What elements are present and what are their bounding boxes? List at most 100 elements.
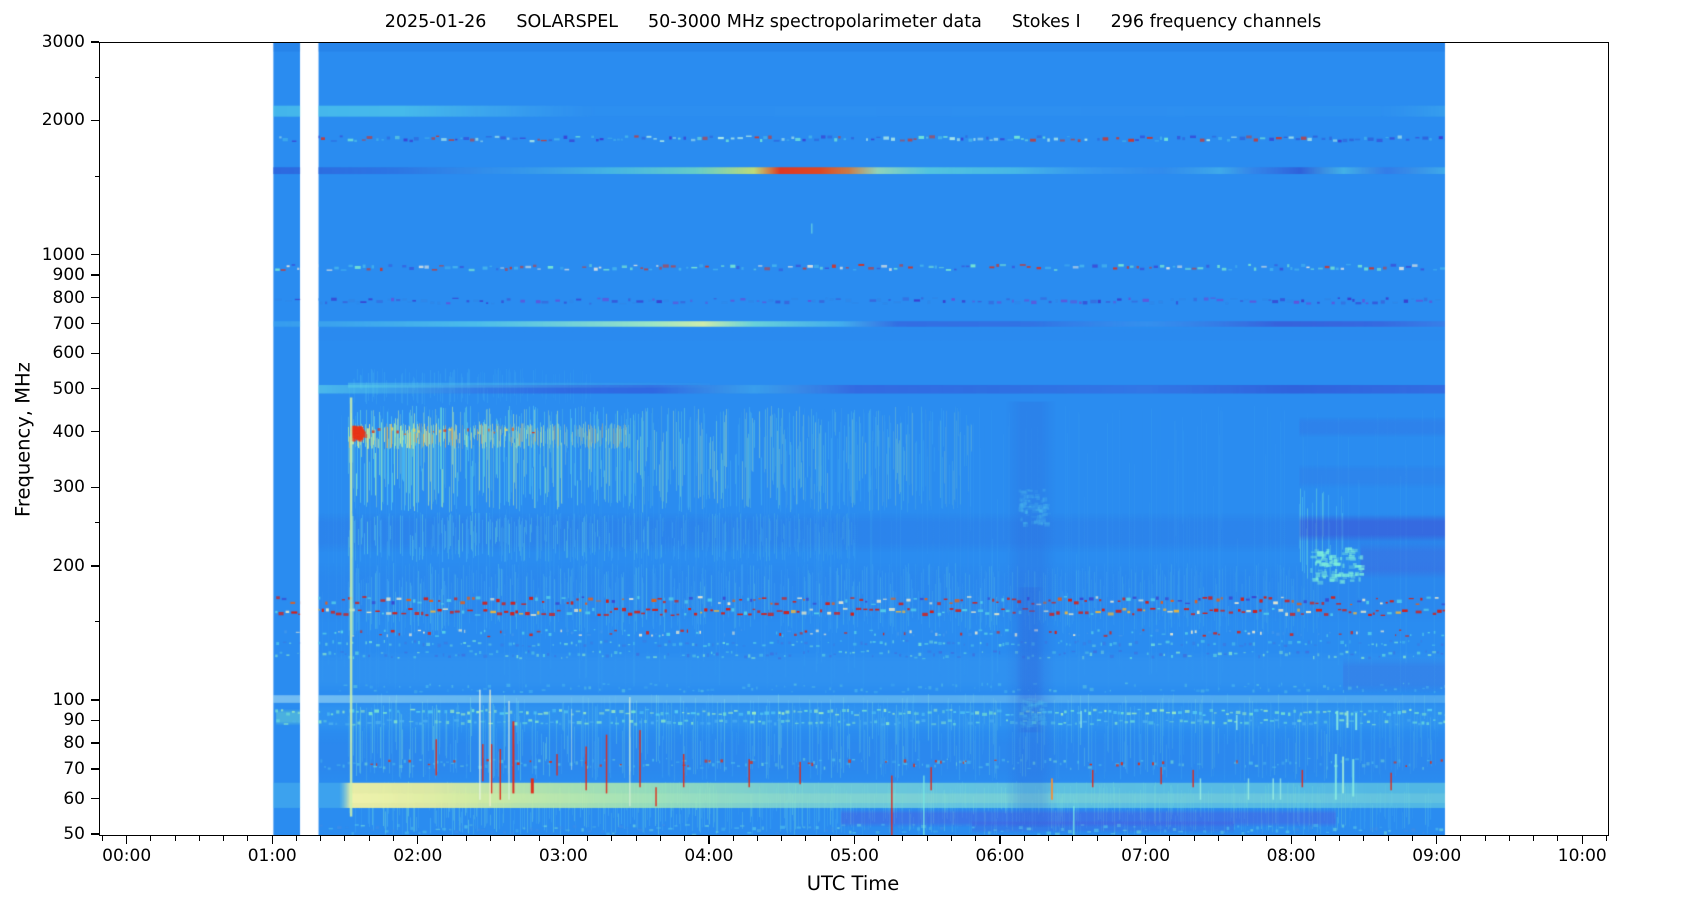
x-minor-tick xyxy=(781,836,783,841)
x-major-tick xyxy=(126,836,128,844)
y-major-tick xyxy=(91,833,99,835)
x-minor-tick xyxy=(490,836,492,841)
y-major-tick xyxy=(91,322,99,325)
y-major-tick xyxy=(91,699,99,701)
y-tick-label: 70 xyxy=(63,758,85,779)
x-minor-tick xyxy=(587,836,589,841)
x-major-tick xyxy=(1581,836,1583,844)
x-minor-tick xyxy=(1314,836,1316,841)
x-minor-tick xyxy=(635,836,637,841)
y-axis-label: Frequency, MHz xyxy=(11,362,35,517)
y-major-tick xyxy=(91,297,99,299)
x-minor-tick xyxy=(1217,836,1219,841)
spectrogram-heatmap xyxy=(100,43,1608,835)
plot-area xyxy=(99,42,1609,836)
x-minor-tick xyxy=(1193,836,1195,841)
x-tick-label: 08:00 xyxy=(1266,846,1316,866)
x-tick-label: 10:00 xyxy=(1557,846,1607,866)
y-tick-label: 60 xyxy=(63,788,85,809)
x-tick-label: 00:00 xyxy=(102,846,152,866)
x-minor-tick xyxy=(975,836,977,841)
y-minor-tick xyxy=(94,620,99,622)
x-tick-label: 01:00 xyxy=(247,846,297,866)
x-major-tick xyxy=(562,836,565,844)
x-minor-tick xyxy=(101,836,103,841)
y-major-tick xyxy=(91,274,99,276)
x-minor-tick xyxy=(1242,836,1244,841)
x-minor-tick xyxy=(878,836,880,841)
x-tick-label: 04:00 xyxy=(684,846,734,866)
y-major-tick xyxy=(91,253,99,256)
x-minor-tick xyxy=(732,836,734,841)
x-minor-tick xyxy=(538,836,540,841)
x-minor-tick xyxy=(1411,836,1413,841)
x-major-tick xyxy=(1144,836,1147,844)
x-minor-tick xyxy=(902,836,904,841)
x-axis-label: UTC Time xyxy=(806,872,900,895)
x-minor-tick xyxy=(1339,836,1341,841)
x-minor-tick xyxy=(198,836,200,841)
y-tick-label: 500 xyxy=(52,378,85,399)
x-minor-tick xyxy=(150,836,152,841)
y-major-tick xyxy=(91,41,99,43)
y-tick-label: 2000 xyxy=(41,110,85,131)
x-minor-tick xyxy=(1484,836,1486,841)
x-minor-tick xyxy=(805,836,807,841)
x-minor-tick xyxy=(756,836,758,841)
x-minor-tick xyxy=(465,836,467,841)
y-tick-label: 400 xyxy=(52,421,85,442)
x-minor-tick xyxy=(1557,836,1559,841)
y-minor-tick xyxy=(94,522,99,524)
x-minor-tick xyxy=(295,836,297,841)
x-minor-tick xyxy=(247,836,249,841)
y-tick-label: 800 xyxy=(52,287,85,308)
x-minor-tick xyxy=(1120,836,1122,841)
x-minor-tick xyxy=(611,836,613,841)
title-stokes: Stokes I xyxy=(1011,12,1081,32)
title-description: 50-3000 MHz spectropolarimeter data xyxy=(648,12,982,32)
y-tick-label: 200 xyxy=(52,555,85,576)
x-tick-label: 09:00 xyxy=(1412,846,1462,866)
x-minor-tick xyxy=(950,836,952,841)
y-minor-tick xyxy=(94,76,99,78)
x-tick-label: 06:00 xyxy=(975,846,1025,866)
y-major-tick xyxy=(91,387,99,390)
y-major-tick xyxy=(91,119,99,122)
y-tick-label: 700 xyxy=(52,313,85,334)
x-major-tick xyxy=(708,836,710,844)
x-major-tick xyxy=(999,836,1001,844)
x-minor-tick xyxy=(344,836,346,841)
x-major-tick xyxy=(853,836,856,844)
x-minor-tick xyxy=(659,836,661,841)
y-major-tick xyxy=(91,486,99,489)
x-minor-tick xyxy=(1023,836,1025,841)
y-major-tick xyxy=(91,719,99,721)
y-minor-tick xyxy=(94,175,99,177)
x-major-tick xyxy=(417,836,419,844)
x-minor-tick xyxy=(514,836,516,841)
y-tick-label: 900 xyxy=(52,264,85,285)
x-minor-tick xyxy=(223,836,225,841)
x-minor-tick xyxy=(320,836,322,841)
x-minor-tick xyxy=(1072,836,1074,841)
x-minor-tick xyxy=(368,836,370,841)
title-date: 2025-01-26 xyxy=(384,12,487,32)
y-major-tick xyxy=(91,798,99,800)
x-minor-tick xyxy=(441,836,443,841)
x-minor-tick xyxy=(684,836,686,841)
x-tick-label: 07:00 xyxy=(1121,846,1171,866)
y-major-tick xyxy=(91,742,99,744)
x-minor-tick xyxy=(1266,836,1268,841)
x-tick-label: 03:00 xyxy=(538,846,588,866)
title-channels: 296 frequency channels xyxy=(1110,12,1322,32)
x-minor-tick xyxy=(829,836,831,841)
x-tick-label: 02:00 xyxy=(393,846,443,866)
y-major-tick xyxy=(91,352,99,355)
x-minor-tick xyxy=(1533,836,1535,841)
x-minor-tick xyxy=(1363,836,1365,841)
y-major-tick xyxy=(91,768,99,770)
y-tick-label: 600 xyxy=(52,343,85,364)
x-tick-label: 05:00 xyxy=(829,846,879,866)
x-minor-tick xyxy=(1048,836,1050,841)
